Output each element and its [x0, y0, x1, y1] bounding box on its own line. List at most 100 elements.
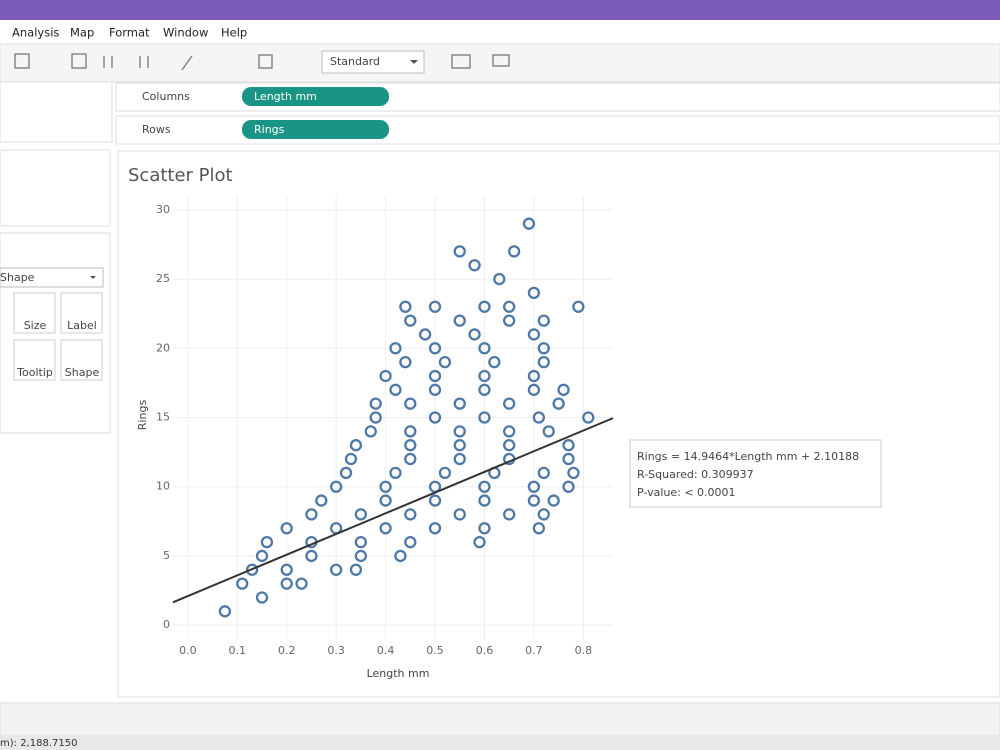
- title-bar: [0, 0, 1000, 20]
- point: [428, 383, 442, 396]
- point: [537, 314, 550, 327]
- point: [404, 425, 417, 438]
- y-tick-label: 20: [156, 341, 170, 354]
- point: [478, 369, 491, 383]
- marks-button[interactable]: [60, 292, 103, 334]
- field-pill[interactable]: [242, 87, 389, 106]
- menu-item[interactable]: Format: [109, 26, 150, 40]
- point: [557, 383, 570, 396]
- y-tick-label: 0: [163, 618, 170, 631]
- mark-type: Shape: [0, 271, 35, 284]
- point: [354, 508, 368, 521]
- point: [438, 466, 452, 480]
- menu-item[interactable]: Map: [70, 26, 94, 40]
- view-pane: [117, 150, 1000, 698]
- point: [478, 480, 491, 493]
- point: [453, 314, 466, 327]
- point: [532, 411, 545, 424]
- x-tick-label: 0.5: [426, 644, 444, 657]
- point: [428, 522, 442, 535]
- dropdown-arrow: [90, 276, 96, 279]
- point: [503, 397, 516, 410]
- point: [478, 522, 491, 535]
- point: [236, 577, 249, 590]
- point: [562, 439, 575, 452]
- point: [404, 439, 417, 452]
- point: [562, 480, 575, 493]
- point: [369, 397, 382, 410]
- point: [280, 563, 293, 576]
- point: [349, 439, 363, 452]
- y-tick-label: 15: [156, 411, 170, 424]
- point: [354, 535, 368, 549]
- menu-item[interactable]: Help: [221, 26, 247, 40]
- point: [428, 342, 442, 355]
- point: [379, 522, 392, 535]
- point: [503, 439, 516, 452]
- point: [404, 452, 417, 466]
- point: [503, 300, 516, 313]
- tooltip-line: R-Squared: 0.309937: [637, 468, 754, 481]
- menu-item[interactable]: Analysis: [12, 26, 59, 40]
- point: [537, 342, 550, 355]
- point: [428, 411, 442, 424]
- point: [404, 508, 417, 521]
- point: [507, 245, 521, 258]
- point: [547, 494, 560, 507]
- y-tick-label: 10: [156, 480, 170, 493]
- point: [453, 452, 466, 466]
- point: [527, 383, 541, 396]
- point: [537, 508, 550, 521]
- point: [542, 425, 555, 438]
- point: [527, 286, 541, 300]
- marks-button[interactable]: [13, 339, 56, 381]
- marks-button[interactable]: [13, 292, 56, 334]
- x-axis-title: Length mm: [367, 667, 430, 680]
- pill-label: Length mm: [254, 90, 317, 103]
- point: [295, 577, 308, 590]
- point: [354, 549, 368, 563]
- x-tick-label: 0.8: [575, 644, 593, 657]
- menu-item[interactable]: Window: [163, 26, 208, 40]
- point: [404, 314, 417, 327]
- mark-type-dropdown[interactable]: [0, 267, 104, 288]
- point: [428, 369, 442, 383]
- point: [537, 355, 550, 369]
- point: [364, 425, 377, 438]
- point: [478, 383, 491, 396]
- marks-button[interactable]: [60, 339, 103, 381]
- point: [572, 300, 585, 313]
- point: [404, 397, 417, 410]
- chart-title: Scatter Plot: [128, 165, 233, 186]
- point: [399, 355, 412, 369]
- tooltip-line: Rings = 14.9464*Length mm + 2.10188: [637, 450, 859, 463]
- x-tick-label: 0.2: [278, 644, 296, 657]
- point: [394, 549, 407, 563]
- fit-dropdown[interactable]: [321, 50, 425, 74]
- status-text: m): 2,188.7150: [0, 738, 77, 749]
- point: [493, 272, 506, 286]
- shelf-label: Rows: [142, 123, 171, 136]
- x-tick-label: 0.4: [377, 644, 395, 657]
- point: [389, 383, 402, 396]
- point: [453, 397, 466, 410]
- fit-value: Standard: [330, 55, 380, 68]
- point: [315, 494, 328, 507]
- point: [582, 411, 595, 424]
- marks-button-label: Label: [67, 319, 97, 332]
- marks-button-label: Shape: [65, 366, 100, 379]
- field-pill[interactable]: [242, 120, 389, 139]
- point: [532, 522, 545, 535]
- point: [428, 300, 442, 313]
- point: [305, 549, 318, 563]
- point: [404, 535, 417, 549]
- x-tick-label: 0.3: [327, 644, 345, 657]
- x-tick-label: 0.7: [525, 644, 543, 657]
- toolbar: [0, 43, 1000, 83]
- point: [488, 355, 501, 369]
- point: [379, 480, 392, 493]
- point: [389, 342, 402, 355]
- point: [522, 217, 536, 230]
- x-tick-label: 0.1: [229, 644, 247, 657]
- point: [280, 577, 293, 590]
